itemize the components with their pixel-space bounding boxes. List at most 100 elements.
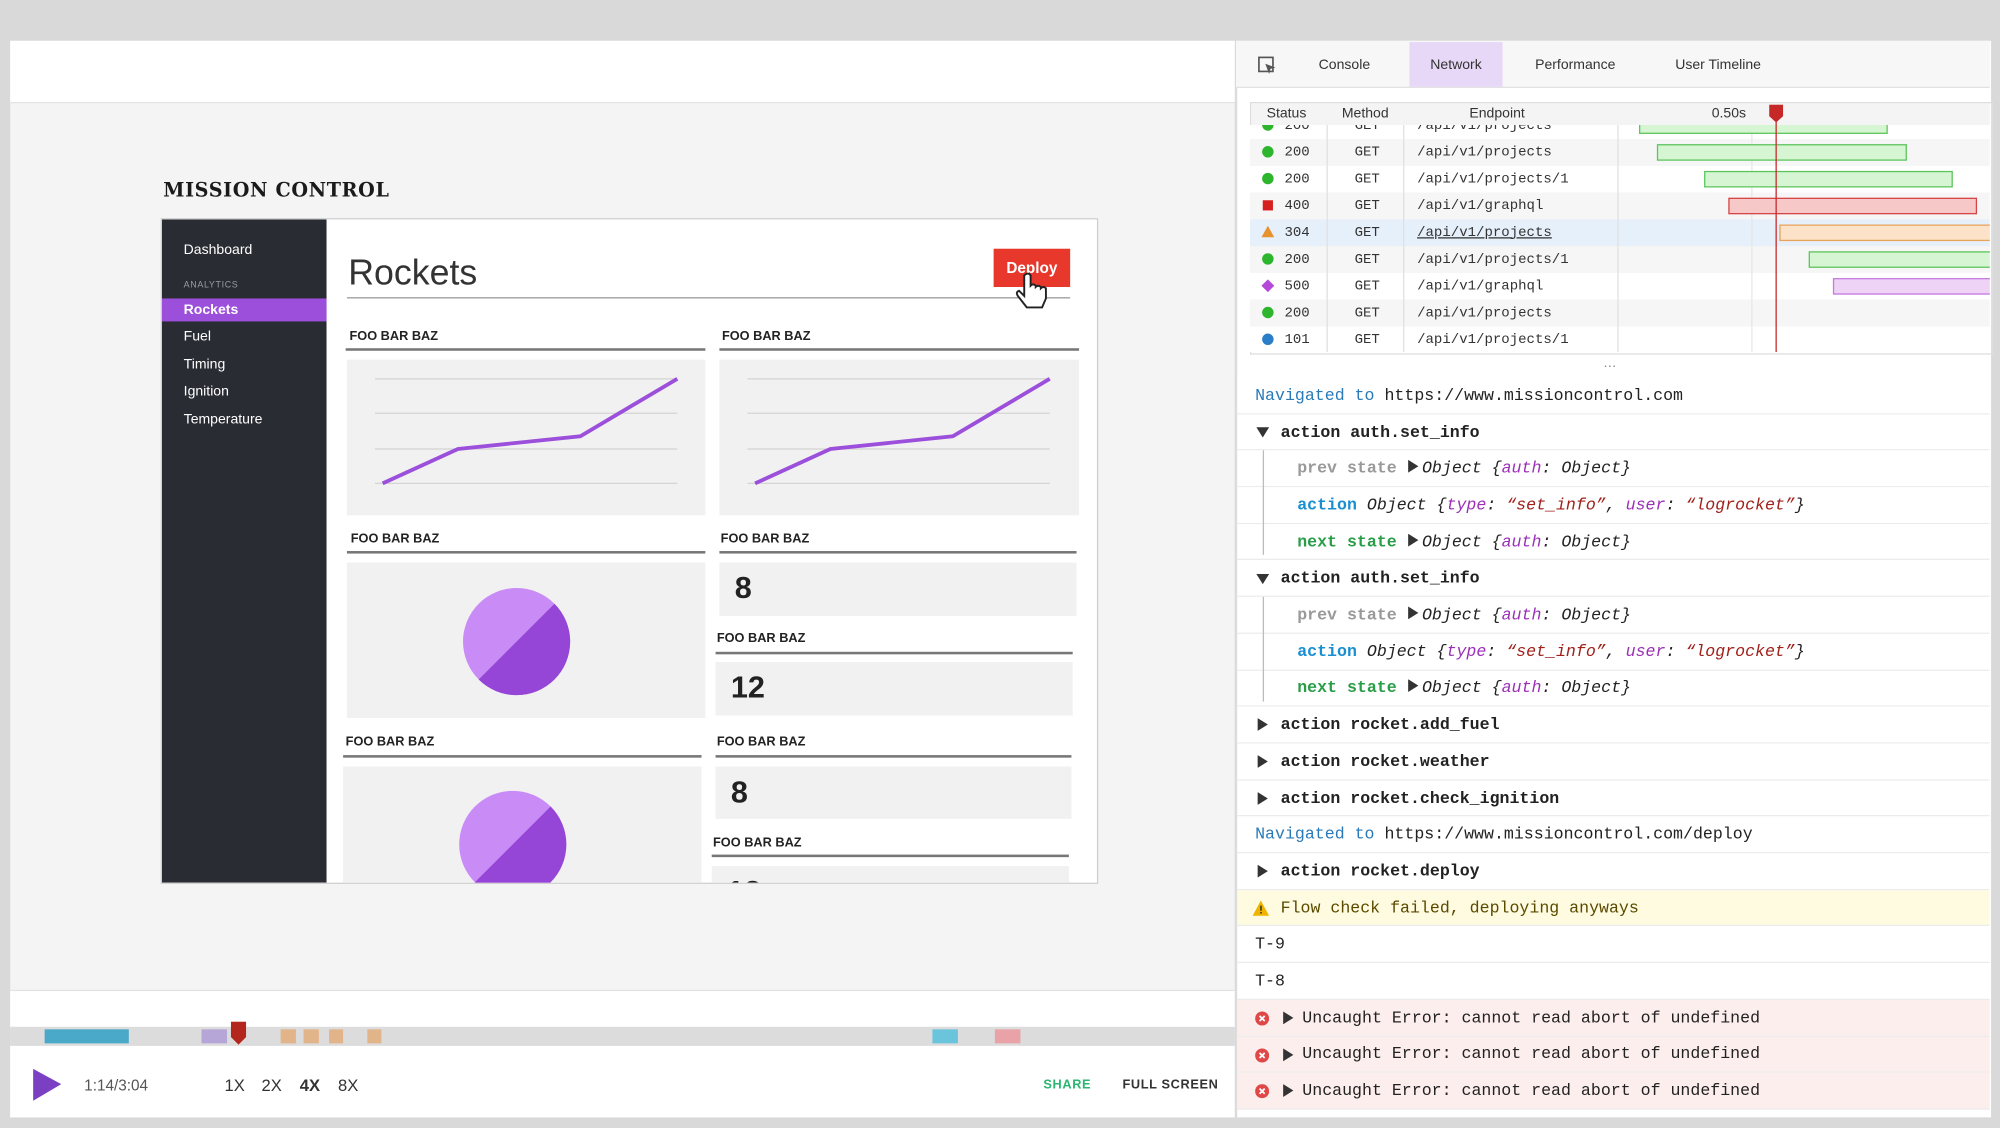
console-row: Uncaught Error: cannot read abort of und… [1237,999,1990,1037]
error-text: Uncaught Error: cannot read abort of und… [1302,1044,1761,1064]
status-icon [1262,253,1274,265]
speed-option[interactable]: 4X [299,1075,321,1096]
network-row[interactable]: 200 GET/api/v1/projects/1 [1249,165,1990,194]
object-segment: type [1446,641,1487,662]
console-text: Uncaught Error: cannot read abort of und… [1302,1045,1760,1064]
request-bar[interactable] [1779,224,1990,242]
play-button[interactable] [31,1068,64,1104]
card-rule [715,755,1072,758]
column-divider [1326,165,1328,193]
grid-line [1751,272,1753,300]
devtools-tabbar [1235,40,1990,89]
card-label: FOO BAR BAZ [720,532,810,547]
devtools-tab[interactable]: User Timeline [1654,42,1782,87]
deploy-button-label[interactable]: Deploy [1006,258,1058,277]
console-text: T-8 [1255,971,1285,990]
timeline-event[interactable] [994,1029,1021,1044]
sidebar-item[interactable]: Ignition [183,383,229,400]
timeline-event[interactable] [303,1029,319,1044]
column-divider [1617,219,1619,247]
network-row[interactable]: 304 GET/api/v1/projects [1249,219,1990,248]
sidebar-item[interactable]: Dashboard [183,242,253,258]
drag-handle[interactable]: ⋯ [1603,360,1617,375]
card-value: 8 [730,774,748,810]
column-divider [1617,246,1619,273]
network-row[interactable]: 400 GET/api/v1/graphql [1249,192,1990,221]
sidebar-item[interactable]: Rockets [183,302,239,318]
network-row[interactable]: 200 GET/api/v1/projects [1249,299,1990,328]
sidebar-item[interactable]: Timing [183,357,226,373]
devtools-tab-label[interactable]: Performance [1535,56,1616,73]
console-row: action Object {type: “set_info”, user: “… [1237,633,1990,671]
request-bar[interactable] [1704,170,1953,188]
timeline-event[interactable] [367,1029,382,1044]
card-rule [711,854,1069,858]
devtools-tab[interactable]: Performance [1518,42,1633,87]
devtools-tab-label[interactable]: Network [1430,56,1482,73]
deploy-button[interactable] [993,248,1071,287]
action-label: action rocket.weather [1280,751,1490,771]
timeline-event[interactable] [280,1029,296,1044]
network-row[interactable]: 101 GET/api/v1/projects/1 [1249,326,1990,353]
timeline-track[interactable] [10,1026,1235,1046]
speed-option[interactable]: 1X [224,1075,245,1096]
collapsed-arrow [1257,791,1268,805]
devtools-tab-label[interactable]: User Timeline [1675,56,1762,73]
request-bar[interactable] [1639,124,1888,134]
timeline-event[interactable] [44,1029,129,1044]
console-row: action rocket.check_ignition [1237,780,1990,817]
object-segment: : Object} [1541,678,1631,698]
network-row[interactable]: 500 GET/api/v1/graphql [1249,272,1990,302]
devtools-tab-label[interactable]: Console [1318,56,1371,73]
speed-option[interactable]: 8X [338,1075,359,1096]
share-button[interactable]: SHARE [1043,1078,1092,1093]
network-row[interactable]: 200 GET/api/v1/projects [1249,139,1990,168]
collapsed-arrow [1283,1047,1294,1061]
sidebar-item[interactable]: Temperature [183,411,263,428]
endpoint: /api/v1/graphql [1417,198,1544,214]
speed-option[interactable]: 2X [261,1075,282,1096]
warning-icon [1252,900,1270,916]
player-bar [10,1045,1235,1118]
timeline-event[interactable] [932,1029,958,1044]
collapsed-arrow [1407,678,1422,697]
inspect-icon[interactable] [1258,56,1278,76]
object-segment: , [1605,495,1626,515]
console-row: Uncaught Error: cannot read abort of und… [1237,1036,1990,1074]
state-key: action [1297,495,1357,515]
timeline-cursor-head [1769,104,1784,123]
endpoint: /api/v1/projects [1417,225,1552,241]
console-text: action Object {type: “set_info”, user: “… [1297,495,1805,514]
request-bar[interactable] [1656,144,1907,161]
devtools-tab[interactable]: Console [1298,42,1390,87]
request-bar[interactable] [1832,278,1990,295]
devtools-tab[interactable]: Network [1409,42,1503,87]
object-segment: auth [1501,458,1542,478]
fullscreen-button[interactable]: FULL SCREEN [1122,1078,1219,1093]
console-row: T-9 [1237,926,1990,964]
column-divider [1403,246,1405,273]
timeline-event[interactable] [329,1029,344,1044]
sidebar-item[interactable]: Fuel [183,329,211,345]
action-label: action auth.set_info [1280,422,1480,442]
network-row[interactable]: 200 GET/api/v1/projects/1 [1249,246,1990,275]
card-rule [719,348,1080,351]
object-segment: user [1625,641,1666,662]
console-text: action Object {type: “set_info”, user: “… [1297,642,1805,661]
method: GET [1354,124,1380,134]
object-segment: : Object} [1541,605,1631,625]
network-row[interactable]: 200 GET/api/v1/projects [1249,124,1990,141]
status-code: 200 [1284,305,1310,321]
action-label: action rocket.add_fuel [1280,715,1500,735]
card-label: FOO BAR BAZ [721,329,811,344]
card-value: 8 [734,571,752,606]
endpoint: /api/v1/projects [1417,144,1552,161]
column-header: Endpoint [1469,105,1525,122]
timeline-event[interactable] [201,1029,228,1044]
request-bar[interactable] [1728,197,1978,215]
request-bar[interactable] [1808,251,1990,268]
column-divider [1326,326,1328,353]
error-icon [1255,1047,1270,1062]
console-row: prev state Object {auth: Object} [1237,597,1990,634]
log-text: T-8 [1255,971,1285,991]
